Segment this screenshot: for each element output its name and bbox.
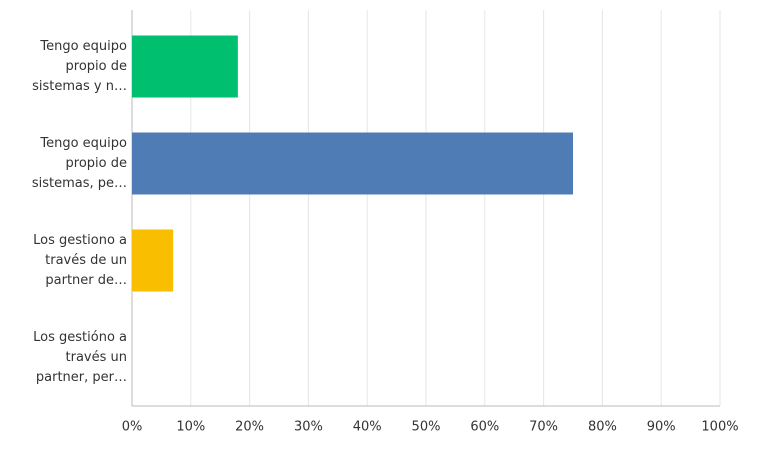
x-tick-label: 80% [588, 420, 617, 435]
x-tick-label: 90% [647, 420, 676, 435]
x-tick-label: 10% [176, 420, 205, 435]
x-tick-label: 70% [529, 420, 558, 435]
x-tick-label: 60% [470, 420, 499, 435]
bar [132, 35, 238, 98]
x-tick-label: 0% [122, 420, 143, 435]
y-tick-label: Tengo equipo propio de sistemas y n… [32, 38, 127, 94]
x-tick-label: 40% [353, 420, 382, 435]
y-tick-label: Los gestiono a través de un partner de… [33, 232, 127, 288]
x-tick-label: 100% [701, 420, 738, 435]
bar [132, 229, 174, 292]
y-tick-label: Tengo equipo propio de sistemas, pe… [31, 135, 127, 191]
y-tick-label: Los gestióno a través un partner, per… [33, 329, 127, 385]
x-tick-label: 50% [412, 420, 441, 435]
bar [132, 132, 573, 195]
x-tick-label: 20% [235, 420, 264, 435]
x-tick-label: 30% [294, 420, 323, 435]
